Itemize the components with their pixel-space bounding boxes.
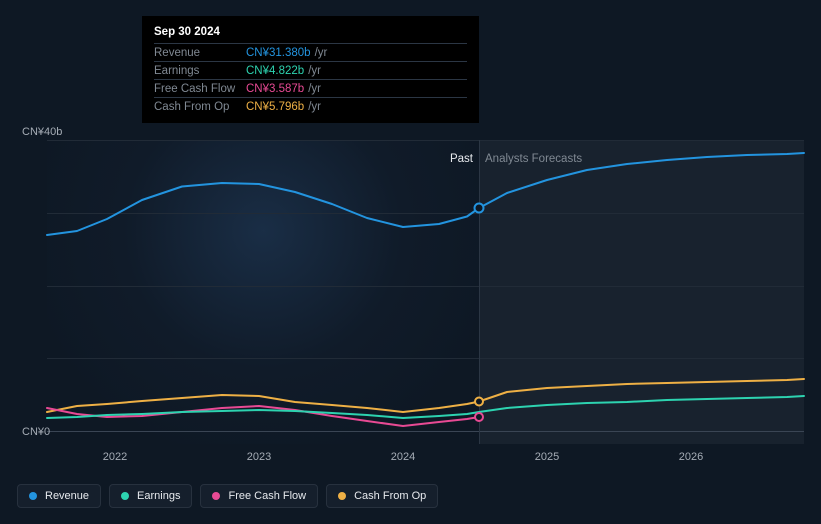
tooltip-value: CN¥31.380b: [246, 47, 311, 59]
tooltip-unit: /yr: [308, 65, 321, 77]
tooltip-row: Free Cash FlowCN¥3.587b/yr: [154, 79, 467, 97]
tooltip-unit: /yr: [315, 47, 328, 59]
legend-label: Earnings: [137, 490, 180, 502]
revenue-line: [47, 153, 804, 235]
legend-dot-icon: [29, 492, 37, 500]
tooltip-value: CN¥4.822b: [246, 65, 304, 77]
cash_from_op-line: [47, 379, 804, 412]
x-tick: 2026: [679, 451, 703, 463]
free_cash_flow-line: [47, 406, 479, 426]
x-tick: 2025: [535, 451, 559, 463]
legend-label: Cash From Op: [354, 490, 426, 502]
chart-area: Past Analysts Forecasts: [17, 140, 804, 444]
tooltip-metric: Earnings: [154, 65, 246, 77]
x-tick: 2024: [391, 451, 415, 463]
legend-dot-icon: [212, 492, 220, 500]
legend-item-free-cash-flow[interactable]: Free Cash Flow: [200, 484, 318, 508]
tooltip-value: CN¥3.587b: [246, 83, 304, 95]
x-tick: 2023: [247, 451, 271, 463]
legend-dot-icon: [338, 492, 346, 500]
tooltip-metric: Free Cash Flow: [154, 83, 246, 95]
x-axis-ticks: 2022 2023 2024 2025 2026: [47, 451, 804, 469]
y-axis-bottom: CN¥0: [22, 426, 50, 438]
legend-item-cash-from-op[interactable]: Cash From Op: [326, 484, 438, 508]
free_cash_flow-marker-icon: [475, 413, 483, 421]
chart-lines: [47, 140, 804, 444]
legend: Revenue Earnings Free Cash Flow Cash From O…: [17, 484, 438, 508]
cash_from_op-marker-icon: [475, 398, 483, 406]
revenue-marker-icon: [475, 204, 484, 213]
x-tick: 2022: [103, 451, 127, 463]
legend-label: Free Cash Flow: [228, 490, 306, 502]
tooltip-metric: Cash From Op: [154, 101, 246, 113]
tooltip-row: RevenueCN¥31.380b/yr: [154, 43, 467, 61]
legend-label: Revenue: [45, 490, 89, 502]
tooltip-metric: Revenue: [154, 47, 246, 59]
y-axis-top: CN¥40b: [22, 126, 62, 138]
legend-item-earnings[interactable]: Earnings: [109, 484, 192, 508]
tooltip-row: Cash From OpCN¥5.796b/yr: [154, 97, 467, 115]
tooltip-value: CN¥5.796b: [246, 101, 304, 113]
tooltip-unit: /yr: [308, 83, 321, 95]
tooltip-unit: /yr: [308, 101, 321, 113]
tooltip-date: Sep 30 2024: [154, 26, 467, 43]
legend-item-revenue[interactable]: Revenue: [17, 484, 101, 508]
legend-dot-icon: [121, 492, 129, 500]
tooltip: Sep 30 2024 RevenueCN¥31.380b/yrEarnings…: [142, 16, 479, 123]
tooltip-row: EarningsCN¥4.822b/yr: [154, 61, 467, 79]
